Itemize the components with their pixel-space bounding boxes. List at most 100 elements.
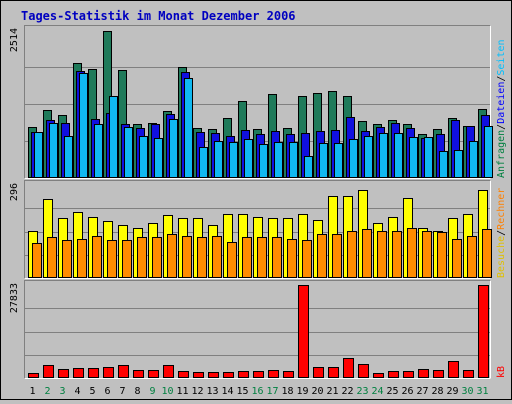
x-axis-labels: 1 2 3 4 5 6 7 8 9 10 11 12 13 14 15 16 17 18 19 20 21 22 23 24 2… <box>29 386 488 397</box>
bar-rechner-day-30 <box>467 236 477 278</box>
bar-rechner-day-12 <box>197 237 207 278</box>
bar-rechner-day-25 <box>392 231 402 278</box>
bar-seiten-day-25 <box>394 133 403 178</box>
legend-entry: / <box>496 230 507 236</box>
bar-seiten-day-31 <box>484 126 493 178</box>
bar-rechner-day-6 <box>107 240 117 278</box>
bar-seiten-day-14 <box>229 142 238 178</box>
x-tick-label: 8 <box>134 386 140 397</box>
bar-kb-day-22 <box>343 358 354 378</box>
bar-rechner-day-26 <box>407 228 417 278</box>
y-max-label: 296 <box>9 183 20 201</box>
bar-rechner-day-7 <box>122 240 132 278</box>
bar-rechner-day-18 <box>287 239 297 278</box>
bar-kb-day-16 <box>253 371 264 378</box>
bar-rechner-day-31 <box>482 229 492 278</box>
bar-kb-day-9 <box>148 370 159 378</box>
bar-seiten-day-16 <box>259 144 268 178</box>
x-tick-label: 3 <box>59 386 65 397</box>
bar-seiten-day-7 <box>124 127 133 178</box>
x-tick-label: 12 <box>191 386 203 397</box>
bar-seiten-day-4 <box>79 73 88 178</box>
bar-seiten-day-8 <box>139 136 148 178</box>
bar-rechner-day-5 <box>92 236 102 278</box>
bar-kb-day-28 <box>433 370 444 378</box>
x-tick-label: 25 <box>386 386 398 397</box>
bar-rechner-day-8 <box>137 237 147 278</box>
bar-rechner-day-19 <box>302 240 312 278</box>
bar-seiten-day-27 <box>424 137 433 178</box>
bar-kb-day-14 <box>223 372 234 378</box>
bar-kb-day-2 <box>43 365 54 378</box>
legend-entry: Anfragen <box>496 130 507 178</box>
x-tick-label: 7 <box>119 386 125 397</box>
bar-seiten-day-1 <box>34 132 43 178</box>
legend-entry: / <box>496 76 507 82</box>
legend-entry: Dateien <box>496 82 507 124</box>
bar-kb-day-7 <box>118 365 129 378</box>
bar-kb-day-1 <box>28 373 39 378</box>
bar-seiten-day-21 <box>334 143 343 178</box>
bar-seiten-day-17 <box>274 142 283 178</box>
bar-kb-day-26 <box>403 371 414 378</box>
chart-title: Tages-Statistik im Monat Dezember 2006 <box>21 9 296 23</box>
panel-frame <box>24 280 491 379</box>
bar-rechner-day-9 <box>152 237 162 278</box>
bar-kb-day-31 <box>478 285 489 378</box>
bar-rechner-day-28 <box>437 232 447 278</box>
x-tick-label: 1 <box>29 386 35 397</box>
bar-seiten-day-23 <box>364 136 373 178</box>
bar-kb-day-13 <box>208 372 219 378</box>
x-tick-label: 5 <box>89 386 95 397</box>
bar-rechner-day-21 <box>332 234 342 278</box>
bar-seiten-day-19 <box>304 156 313 178</box>
panel-visits-hosts: 296 Besuche/Rechner <box>9 180 507 279</box>
x-tick-label: 14 <box>221 386 233 397</box>
x-tick-label: 27 <box>416 386 428 397</box>
x-tick-label: 11 <box>176 386 188 397</box>
x-tick-label: 26 <box>401 386 413 397</box>
x-tick-label: 13 <box>206 386 218 397</box>
bar-rechner-day-10 <box>167 234 177 278</box>
bar-kb-day-21 <box>328 367 339 378</box>
bar-seiten-day-26 <box>409 137 418 178</box>
bar-kb-day-17 <box>268 370 279 378</box>
bar-rechner-day-1 <box>32 243 42 278</box>
x-tick-label: 24 <box>371 386 383 397</box>
x-tick-label: 9 <box>149 386 155 397</box>
bar-seiten-day-9 <box>154 138 163 178</box>
bar-kb-day-27 <box>418 369 429 378</box>
bar-seiten-day-3 <box>64 136 73 178</box>
bar-seiten-day-12 <box>199 147 208 178</box>
bar-kb-day-23 <box>358 364 369 378</box>
x-tick-label: 15 <box>236 386 248 397</box>
bar-kb-day-3 <box>58 369 69 378</box>
bar-rechner-day-23 <box>362 229 372 278</box>
x-tick-label: 23 <box>356 386 368 397</box>
x-tick-label: 4 <box>74 386 80 397</box>
bar-kb-day-20 <box>313 367 324 378</box>
x-tick-label: 28 <box>431 386 443 397</box>
bar-rechner-day-14 <box>227 242 237 278</box>
bar-kb-day-11 <box>178 371 189 378</box>
bar-rechner-day-13 <box>212 236 222 278</box>
bar-kb-day-25 <box>388 371 399 378</box>
legend-entry: Seiten <box>496 39 507 75</box>
legend-entry: Rechner <box>496 188 507 230</box>
bar-seiten-day-15 <box>244 139 253 178</box>
legend-entry: / <box>496 124 507 130</box>
x-tick-label: 18 <box>281 386 293 397</box>
bar-rechner-day-2 <box>47 237 57 278</box>
bar-kb-day-29 <box>448 361 459 378</box>
bar-seiten-day-11 <box>184 78 193 178</box>
bar-kb-day-8 <box>133 370 144 378</box>
panel-kilobytes: 27833 kB <box>9 280 507 379</box>
bar-kb-day-5 <box>88 368 99 378</box>
x-tick-label: 19 <box>296 386 308 397</box>
bar-rechner-day-20 <box>317 234 327 278</box>
x-tick-label: 20 <box>311 386 323 397</box>
bar-kb-day-15 <box>238 371 249 378</box>
bar-rechner-day-15 <box>242 237 252 278</box>
